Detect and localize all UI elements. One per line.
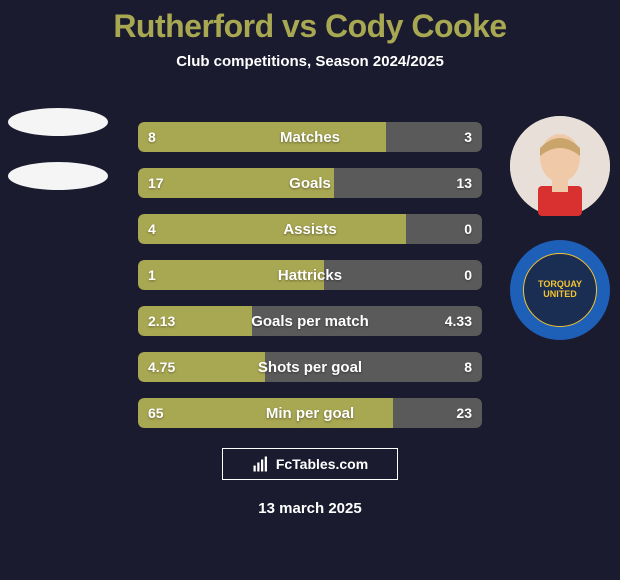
player1-club-placeholder [8, 162, 108, 190]
stat-label: Goals [138, 168, 482, 198]
right-player-avatars: TORQUAY UNITED [510, 116, 610, 364]
stat-value-left: 17 [148, 168, 164, 198]
stat-value-right: 13 [456, 168, 472, 198]
stat-value-right: 0 [464, 214, 472, 244]
stat-value-left: 1 [148, 260, 156, 290]
stat-row: 17 13Goals [138, 168, 482, 198]
club-badge-text: TORQUAY UNITED [524, 280, 596, 300]
player1-avatar-placeholder [8, 108, 108, 136]
stats-bars: 83Matches1713Goals40Assists10Hattricks2.… [138, 122, 482, 444]
stat-label: Matches [138, 122, 482, 152]
stat-value-left: 4 [148, 214, 156, 244]
player2-club-badge: TORQUAY UNITED [510, 240, 610, 340]
stat-value-right: 23 [456, 398, 472, 428]
stat-value-left: 8 [148, 122, 156, 152]
stat-row: 65 23Min per goal [138, 398, 482, 428]
page-title: Rutherford vs Cody Cooke [0, 0, 620, 45]
chart-icon [252, 455, 270, 473]
date-label: 13 march 2025 [0, 500, 620, 517]
club-badge-inner: TORQUAY UNITED [523, 253, 597, 327]
stat-value-left: 2.13 [148, 306, 175, 336]
player2-avatar [510, 116, 610, 216]
stat-label: Assists [138, 214, 482, 244]
stat-label: Goals per match [138, 306, 482, 336]
stat-value-right: 3 [464, 122, 472, 152]
stat-label: Shots per goal [138, 352, 482, 382]
brand-watermark: FcTables.com [222, 448, 398, 480]
stat-row: 2.13 4.33Goals per match [138, 306, 482, 336]
stat-value-right: 0 [464, 260, 472, 290]
brand-text: FcTables.com [276, 456, 368, 472]
subtitle: Club competitions, Season 2024/2025 [0, 53, 620, 70]
stat-row: 8 3Matches [138, 122, 482, 152]
stat-label: Hattricks [138, 260, 482, 290]
stat-row: 4.75 8Shots per goal [138, 352, 482, 382]
stat-label: Min per goal [138, 398, 482, 428]
stat-row: 4 0Assists [138, 214, 482, 244]
stat-value-right: 8 [464, 352, 472, 382]
stat-value-right: 4.33 [445, 306, 472, 336]
stat-value-left: 65 [148, 398, 164, 428]
player-face-icon [510, 116, 610, 216]
stat-value-left: 4.75 [148, 352, 175, 382]
stat-row: 1 0Hattricks [138, 260, 482, 290]
left-player-avatars [8, 108, 108, 216]
